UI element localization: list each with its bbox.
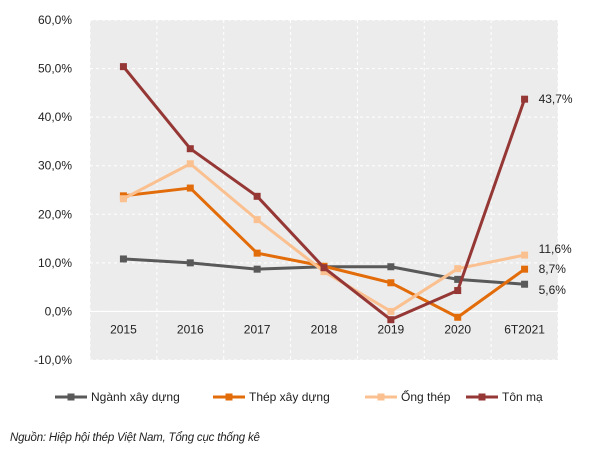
data-point xyxy=(119,63,127,71)
legend-item: Tôn mạ xyxy=(466,390,543,404)
data-point xyxy=(253,265,261,273)
data-point xyxy=(387,263,395,271)
x-tick-label: 2016 xyxy=(177,322,204,336)
data-point xyxy=(521,95,529,103)
data-point xyxy=(454,265,462,273)
y-tick-label: 10,0% xyxy=(38,256,72,270)
data-point xyxy=(454,275,462,283)
x-axis: 2015 2016 2017 2018 2019 2020 6T2021 xyxy=(110,322,545,336)
legend: Ngành xây dựng Thép xây dựng Ống thép Tôn m… xyxy=(55,389,543,404)
y-tick-label: 60,0% xyxy=(38,13,72,27)
data-point xyxy=(186,259,194,267)
x-tick-label: 2017 xyxy=(244,322,271,336)
legend-label: Thép xây dựng xyxy=(249,390,330,404)
source-note: Nguồn: Hiệp hội thép Việt Nam, Tổng cục … xyxy=(10,432,260,444)
data-point xyxy=(186,160,194,168)
data-point xyxy=(387,316,395,324)
line-chart: -10,0% 0,0% 10,0% 20,0% 30,0% 40,0% 50,0% 60,0%… xyxy=(34,13,573,404)
y-tick-label: -10,0% xyxy=(34,353,72,367)
legend-marker xyxy=(377,393,385,401)
data-point xyxy=(521,280,529,288)
legend-marker xyxy=(225,393,233,401)
data-point xyxy=(387,307,395,315)
end-label: 8,7% xyxy=(539,262,567,276)
data-point xyxy=(253,249,261,257)
x-tick-label: 2015 xyxy=(110,322,137,336)
grid xyxy=(89,19,559,361)
y-tick-label: 30,0% xyxy=(38,159,72,173)
data-point xyxy=(320,268,328,276)
legend-item: Ống thép xyxy=(365,389,451,404)
x-tick-label: 2020 xyxy=(444,322,471,336)
y-tick-label: 50,0% xyxy=(38,62,72,76)
legend-marker xyxy=(67,393,75,401)
series-2 xyxy=(119,160,529,315)
end-label: 43,7% xyxy=(539,92,573,106)
data-point xyxy=(186,184,194,192)
series-3 xyxy=(119,63,529,324)
legend-label: Ống thép xyxy=(401,389,451,404)
x-tick-label: 2018 xyxy=(311,322,338,336)
data-point xyxy=(521,251,529,259)
legend-label: Tôn mạ xyxy=(502,390,543,404)
data-point xyxy=(186,145,194,153)
data-point xyxy=(521,265,529,273)
x-tick-label: 6T2021 xyxy=(504,322,545,336)
y-tick-label: 40,0% xyxy=(38,110,72,124)
x-tick-label: 2019 xyxy=(378,322,405,336)
y-tick-label: 0,0% xyxy=(45,304,73,318)
y-axis: -10,0% 0,0% 10,0% 20,0% 30,0% 40,0% 50,0% 60,0% xyxy=(34,13,72,367)
y-tick-label: 20,0% xyxy=(38,207,72,221)
legend-item: Thép xây dựng xyxy=(213,390,330,404)
data-point xyxy=(119,255,127,263)
data-point xyxy=(119,195,127,203)
legend-marker xyxy=(478,393,486,401)
end-label: 5,6% xyxy=(539,283,567,297)
data-point xyxy=(253,192,261,200)
plot-area xyxy=(90,20,558,360)
data-point xyxy=(454,313,462,321)
end-label: 11,6% xyxy=(539,242,572,256)
legend-label: Ngành xây dựng xyxy=(91,390,180,404)
data-point xyxy=(387,279,395,287)
series-lines xyxy=(119,63,529,324)
data-point xyxy=(253,216,261,224)
data-point xyxy=(454,287,462,295)
end-labels: 5,6% 8,7% 11,6% 43,7% xyxy=(539,92,573,297)
data-point xyxy=(320,264,328,272)
legend-item: Ngành xây dựng xyxy=(55,390,180,404)
